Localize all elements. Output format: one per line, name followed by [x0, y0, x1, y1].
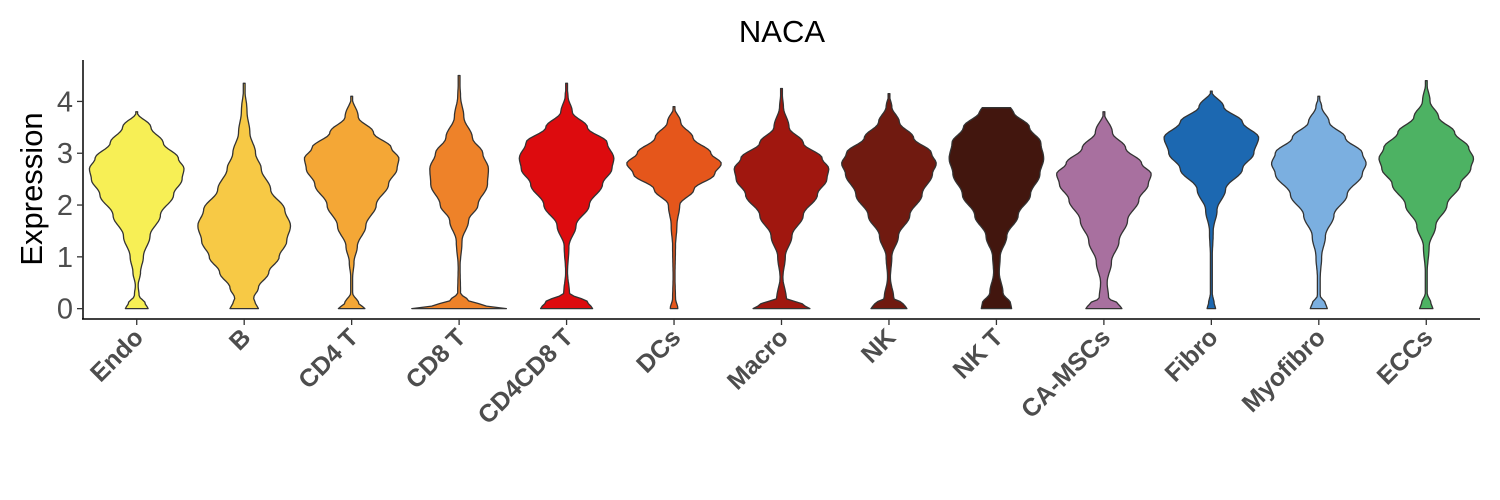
y-tick-label: 0: [57, 294, 73, 326]
violin-group: [88, 74, 1475, 310]
violin-cd4cd8-t: [518, 82, 615, 310]
x-tick-label: ECCs: [1372, 323, 1439, 390]
x-tick-label: NK: [856, 323, 901, 368]
x-tick-label: Fibro: [1160, 323, 1224, 387]
violin-nk-t: [948, 107, 1045, 310]
y-ticks: 0 1 2 3 4: [57, 86, 83, 326]
violin-fibro: [1163, 90, 1260, 310]
x-tick-label: CD8 T: [400, 323, 471, 394]
y-tick-label: 3: [57, 138, 73, 170]
violin-macro: [733, 87, 830, 310]
violin-dcs: [626, 105, 722, 310]
violin-cd4-t: [303, 95, 400, 310]
y-axis-label: Expression: [14, 112, 49, 265]
violin-ca-mscs: [1056, 111, 1152, 310]
violin-nk: [841, 93, 937, 310]
chart-title: NACA: [739, 14, 825, 49]
x-tick-label: Myofibro: [1237, 323, 1331, 417]
x-tick-label: CA-MSCs: [1016, 323, 1116, 423]
violin-eccs: [1378, 80, 1475, 310]
violin-myofibro: [1270, 95, 1367, 310]
violin-b: [197, 82, 292, 310]
y-tick-label: 1: [57, 242, 73, 274]
violin-endo: [88, 111, 185, 310]
x-tick-label: CD4CD8 T: [473, 323, 579, 429]
x-tick-label: B: [224, 323, 257, 356]
violin-cd8-t: [411, 74, 508, 310]
y-tick-label: 2: [57, 190, 73, 222]
x-tick-label: CD4 T: [293, 323, 364, 394]
y-tick-label: 4: [57, 86, 73, 118]
x-tick-label: Endo: [85, 323, 149, 387]
x-tick-label: NK T: [948, 323, 1009, 384]
x-tick-label: DCs: [631, 323, 686, 378]
x-tick-label: Macro: [722, 323, 794, 395]
x-ticks: Endo B CD4 T CD8 T CD4CD8 T DCs Macro NK NK T CA-…: [85, 319, 1439, 430]
